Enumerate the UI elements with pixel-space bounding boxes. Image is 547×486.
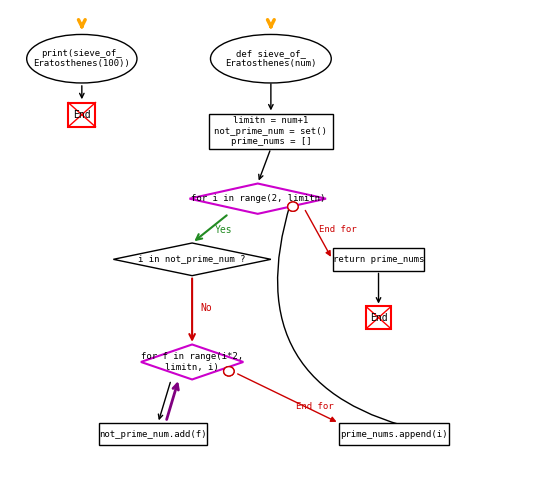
Bar xyxy=(333,248,424,271)
Text: No: No xyxy=(200,303,212,313)
Text: for i in range(2, limitn): for i in range(2, limitn) xyxy=(190,194,325,203)
Text: return prime_nums: return prime_nums xyxy=(333,255,424,264)
Bar xyxy=(339,423,450,446)
Text: limitn = num+1
not_prime_num = set()
prime_nums = []: limitn = num+1 not_prime_num = set() pri… xyxy=(214,116,327,146)
Text: End for: End for xyxy=(295,402,333,411)
Text: Yes: Yes xyxy=(215,225,232,235)
Text: i in not_prime_num ?: i in not_prime_num ? xyxy=(138,255,246,264)
Text: End: End xyxy=(370,312,387,323)
Ellipse shape xyxy=(27,35,137,83)
Polygon shape xyxy=(141,345,243,380)
Text: for f in range(i*2,
limitn, i): for f in range(i*2, limitn, i) xyxy=(141,352,243,372)
Text: not_prime_num.add(f): not_prime_num.add(f) xyxy=(99,430,206,439)
Text: prime_nums.append(i): prime_nums.append(i) xyxy=(341,430,448,439)
Text: def sieve_of_
Eratosthenes(num): def sieve_of_ Eratosthenes(num) xyxy=(225,49,317,69)
Polygon shape xyxy=(113,243,271,276)
Circle shape xyxy=(224,366,234,376)
Text: End for: End for xyxy=(319,226,357,234)
Text: End: End xyxy=(73,110,91,120)
Bar xyxy=(68,103,96,127)
Bar xyxy=(209,114,333,149)
Bar xyxy=(99,423,207,446)
Circle shape xyxy=(288,202,298,211)
Bar xyxy=(366,307,391,329)
Ellipse shape xyxy=(211,35,331,83)
Text: print(sieve_of_
Eratosthenes(100)): print(sieve_of_ Eratosthenes(100)) xyxy=(33,49,130,69)
Polygon shape xyxy=(189,184,326,214)
